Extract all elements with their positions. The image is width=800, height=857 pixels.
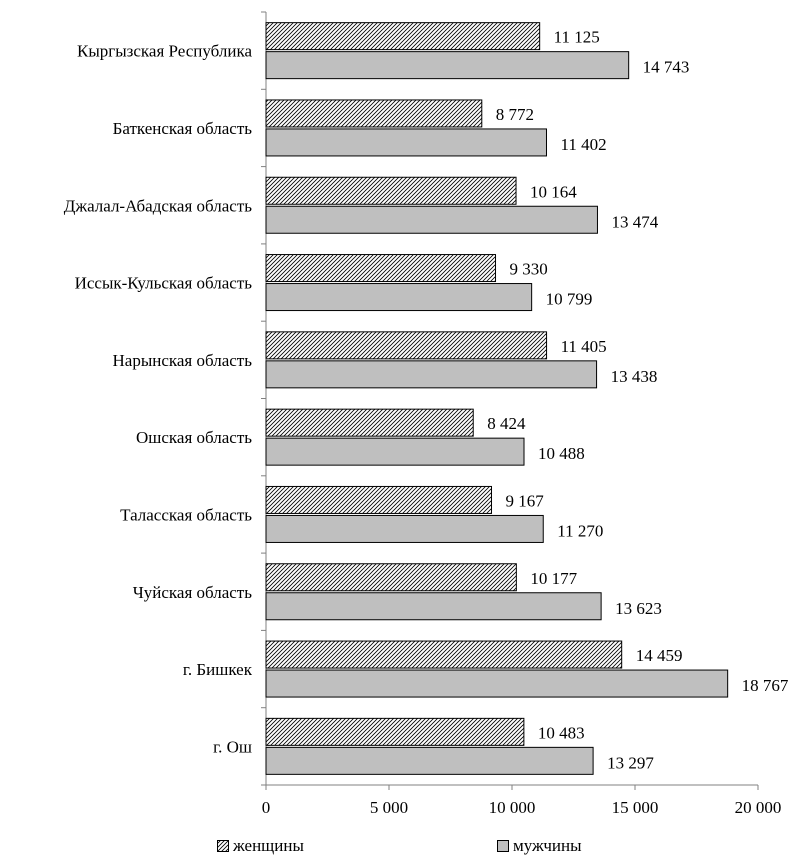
bar-women — [265, 22, 541, 51]
data-label-men: 18 767 — [742, 676, 789, 695]
legend-item-women: женщины — [217, 836, 304, 856]
data-label-women: 10 164 — [530, 182, 577, 201]
legend-swatch-women — [217, 840, 229, 852]
data-label-women: 8 424 — [487, 414, 526, 433]
data-label-men: 11 270 — [557, 521, 603, 540]
x-tick-label: 5 000 — [370, 798, 408, 817]
bar-women — [265, 485, 493, 514]
x-tick-label: 20 000 — [735, 798, 782, 817]
legend-label-men: мужчины — [513, 836, 582, 855]
category-label: Иссык-Кульская область — [75, 274, 253, 293]
category-label: г. Ош — [213, 737, 252, 756]
legend-label-women: женщины — [233, 836, 304, 855]
data-label-men: 10 488 — [538, 444, 585, 463]
data-label-men: 13 438 — [611, 367, 658, 386]
data-label-men: 13 474 — [611, 212, 658, 231]
bar-women — [265, 176, 517, 205]
bar-men — [265, 283, 533, 312]
data-label-women: 9 167 — [506, 491, 545, 510]
data-label-women: 10 177 — [530, 569, 577, 588]
bar-men — [265, 128, 547, 157]
bar-men — [265, 669, 729, 698]
data-label-women: 11 405 — [561, 337, 607, 356]
bar-women — [265, 331, 548, 360]
chart-svg: 0 5 000 10 000 15 000 20 000 Кыргызская Респу… — [64, 11, 789, 817]
category-label: Таласская область — [120, 505, 252, 524]
bar-women — [265, 717, 525, 746]
category-label: Джалал-Абадская область — [64, 196, 253, 215]
data-label-men: 11 402 — [560, 135, 606, 154]
x-tick-label: 15 000 — [612, 798, 659, 817]
data-label-women: 9 330 — [510, 260, 548, 279]
x-tick-label: 0 — [262, 798, 271, 817]
data-label-men: 10 799 — [546, 290, 593, 309]
bar-men — [265, 437, 525, 466]
legend-swatch-men — [497, 840, 509, 852]
bar-women — [265, 254, 497, 283]
data-label-women: 8 772 — [496, 105, 534, 124]
data-label-women: 11 125 — [554, 28, 600, 47]
bar-men — [265, 360, 598, 389]
bar-men — [265, 514, 544, 543]
category-label: Кыргызская Республика — [77, 42, 252, 61]
x-tick-label: 10 000 — [489, 798, 536, 817]
category-label: Чуйская область — [133, 583, 253, 602]
category-label: Нарынская область — [113, 351, 253, 370]
bar-women — [265, 408, 474, 437]
bar-men — [265, 746, 594, 775]
bar-men — [265, 51, 630, 80]
legend-item-men: мужчины — [497, 836, 582, 856]
data-label-men: 13 297 — [607, 753, 654, 772]
bar-women — [265, 99, 483, 128]
bar-men — [265, 205, 598, 234]
bar-women — [265, 640, 623, 669]
category-label: Ошская область — [136, 428, 252, 447]
bar-men — [265, 592, 602, 621]
data-label-men: 13 623 — [615, 599, 662, 618]
data-label-men: 14 743 — [643, 58, 690, 77]
category-label: г. Бишкек — [183, 660, 253, 679]
data-label-women: 10 483 — [538, 723, 585, 742]
bar-women — [265, 563, 517, 592]
legend: женщины мужчины — [0, 836, 800, 856]
data-label-women: 14 459 — [636, 646, 683, 665]
category-label: Баткенская область — [113, 119, 253, 138]
